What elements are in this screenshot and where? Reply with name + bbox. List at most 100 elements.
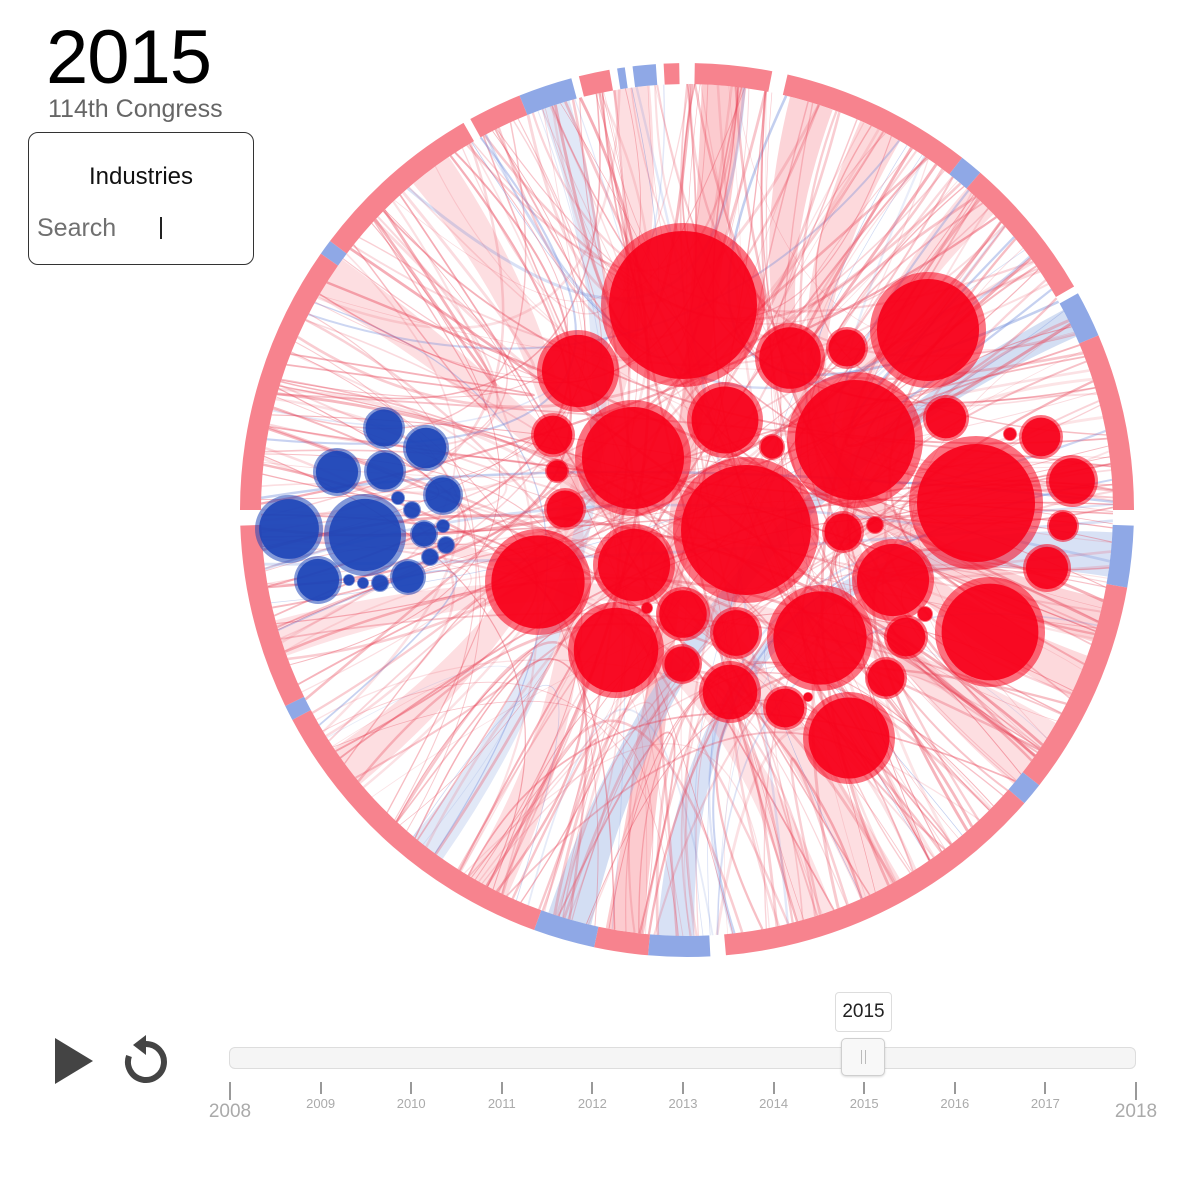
slider-tick: [1135, 1082, 1137, 1100]
ring-segment: [330, 122, 474, 254]
slider-tick: [682, 1082, 684, 1094]
slider-tick: [863, 1082, 866, 1094]
refresh-icon[interactable]: [118, 1034, 174, 1090]
bubble-core: [357, 577, 369, 589]
bubble-core: [491, 535, 585, 629]
bubble-core: [405, 427, 447, 469]
chord-line: [344, 597, 487, 813]
ring-segment: [470, 95, 528, 138]
search-input[interactable]: [37, 211, 237, 245]
bubble-core: [641, 602, 653, 614]
play-icon[interactable]: [55, 1038, 93, 1084]
ring-segment: [594, 926, 650, 956]
bubble-core: [296, 558, 340, 602]
bubble-core: [803, 692, 813, 702]
text-caret: [160, 217, 162, 239]
handle-grip: [865, 1050, 866, 1064]
chord-line: [396, 651, 534, 841]
chord-line: [269, 216, 499, 447]
bubble-core: [867, 659, 905, 697]
ring-segment: [694, 63, 773, 92]
bubble-core: [404, 502, 420, 518]
bubble-core: [941, 583, 1039, 681]
chord-line: [481, 661, 1042, 884]
chord-line: [413, 685, 560, 901]
year-slider-handle[interactable]: [841, 1038, 885, 1076]
bubble-core: [1021, 417, 1061, 457]
chord-band: [413, 156, 585, 897]
chord-line: [332, 700, 654, 934]
bubble-core: [425, 477, 461, 513]
chord-line: [280, 253, 457, 640]
ring-segment: [1106, 524, 1134, 588]
bubble-core: [392, 561, 424, 593]
bubble-core: [411, 521, 437, 547]
bubble-core: [765, 688, 805, 728]
chord-line: [374, 209, 497, 387]
bubble-core: [1049, 458, 1095, 504]
ring-segment: [320, 240, 347, 266]
chord-line: [322, 681, 680, 936]
bubble-core: [609, 231, 757, 379]
year-slider-track[interactable]: [229, 1047, 1136, 1069]
bubble-core: [773, 591, 867, 685]
chord-line: [319, 87, 739, 384]
chord-line: [326, 665, 521, 845]
chord-line: [289, 223, 501, 666]
chord-line: [373, 191, 536, 370]
year-title: 2015: [46, 15, 212, 100]
slider-tick-label: 2009: [306, 1096, 336, 1111]
chord-line: [527, 708, 714, 936]
chord-band: [548, 310, 1077, 926]
slider-value-tooltip: 2015: [835, 992, 892, 1032]
ring-segment: [966, 172, 1075, 297]
filter-title: Industries: [88, 163, 194, 190]
chord-line: [394, 92, 628, 302]
chord-line: [461, 83, 691, 315]
chord-band: [413, 100, 608, 859]
bubble-core: [438, 537, 454, 553]
slider-tick-label: 2015: [849, 1096, 879, 1111]
slider-tick: [500, 1082, 503, 1094]
bubble-core: [659, 590, 707, 638]
bubble-core: [328, 498, 402, 572]
slider-tick: [229, 1082, 231, 1100]
ring-segment: [292, 709, 542, 931]
bubble-core: [664, 646, 700, 682]
bubble-core: [867, 517, 883, 533]
bubble-core: [533, 415, 573, 455]
chord-line: [506, 731, 953, 897]
chord-line: [395, 641, 588, 920]
bubble-core: [315, 450, 359, 494]
chord-line: [478, 701, 657, 925]
chord-line: [314, 302, 548, 854]
ring-segment: [949, 157, 981, 189]
bubble-core: [546, 460, 568, 482]
chord-line: [557, 731, 676, 934]
bubble-core: [917, 606, 933, 622]
bubble-core: [422, 549, 438, 565]
slider-tick-label: 2014: [759, 1096, 789, 1111]
bubble-core: [917, 444, 1035, 562]
chord-line: [482, 135, 871, 896]
ring-segment: [534, 910, 599, 948]
chord-line: [260, 237, 508, 518]
bubble-core: [760, 435, 784, 459]
bubble-core: [876, 278, 980, 382]
chord-band: [261, 524, 833, 922]
chord-line: [296, 182, 962, 409]
chord-line: [277, 569, 458, 726]
ring-segment: [285, 696, 311, 720]
ring-segment: [632, 64, 658, 88]
bubble-core: [925, 397, 967, 439]
handle-grip: [861, 1050, 862, 1064]
ring-segment: [578, 69, 614, 97]
slider-tick: [953, 1082, 956, 1094]
chord-line: [735, 86, 1076, 351]
bubble-core: [1048, 511, 1078, 541]
ring-segment: [240, 524, 305, 706]
bubble-core: [343, 574, 355, 586]
slider-tick-label: 2018: [1114, 1101, 1158, 1122]
bubble-core: [702, 664, 758, 720]
